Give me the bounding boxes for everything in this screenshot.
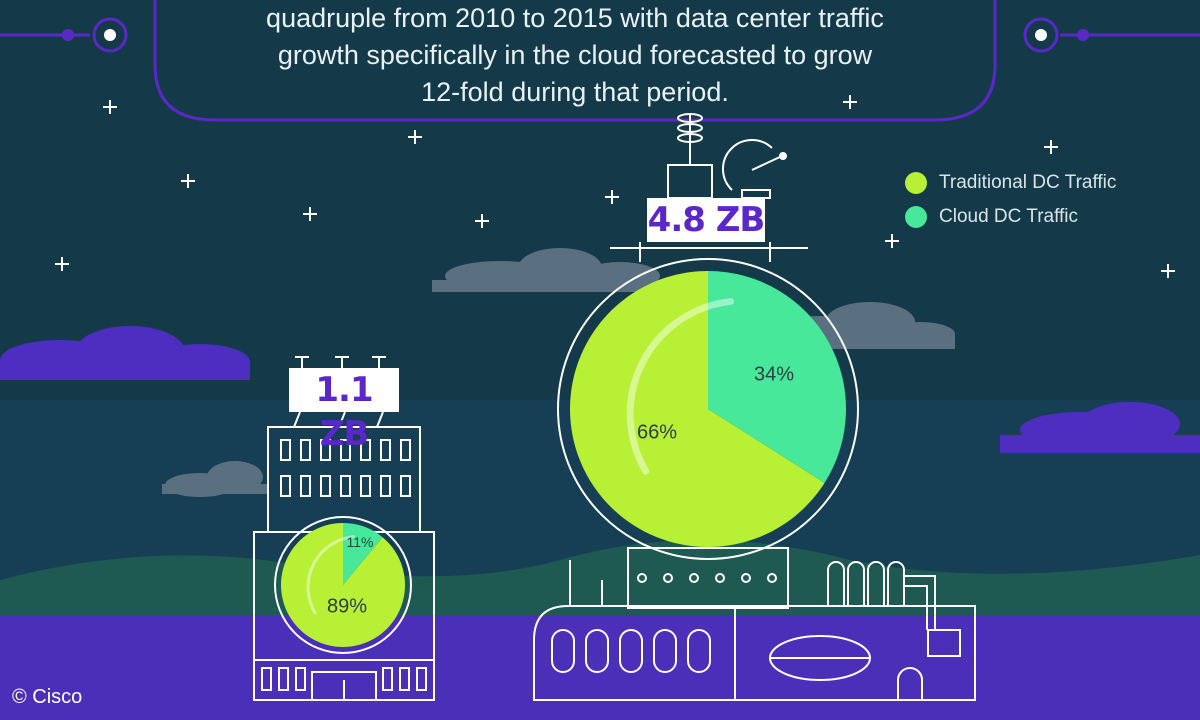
pie-chart-2015: [570, 271, 846, 548]
pie-chart-2010: [274, 516, 412, 654]
legend-item-traditional: Traditional DC Traffic: [905, 166, 1116, 200]
stars: [55, 95, 1175, 278]
pie-2010-cloud-label: 11%: [346, 534, 374, 550]
big-building: [533, 113, 976, 701]
cloud-right: [1000, 402, 1200, 453]
headline-line-2: growth specifically in the cloud forecas…: [277, 40, 873, 70]
legend-item-cloud: Cloud DC Traffic: [905, 200, 1116, 234]
pie-2010-traditional-label: 89%: [326, 595, 368, 618]
pie-2010-cloud-slice: [343, 523, 383, 585]
headline-line-1: quadruple from 2010 to 2015 with data ce…: [266, 3, 884, 33]
headline-line-3: 12-fold during that period.: [421, 77, 729, 107]
pie-2015-cloud-label: 34%: [753, 363, 795, 386]
headline-connectors: [62, 29, 1089, 41]
pie-2015-glass-highlight: [626, 298, 735, 475]
pie-2010-glass-highlight: [306, 535, 355, 615]
pie-2015-traditional-slice: [570, 271, 825, 548]
chart-legend: Traditional DC Traffic Cloud DC Traffic: [905, 166, 1116, 234]
pie-2015-cloud-slice: [708, 271, 846, 483]
legend-swatch-traditional: [905, 172, 927, 194]
legend-swatch-cloud: [905, 206, 927, 228]
cloud-left: [0, 326, 250, 380]
pie-2015-traditional-label: 66%: [636, 421, 678, 444]
copyright-credit: © Cisco: [12, 686, 83, 708]
cloud-mid-left: [162, 461, 267, 497]
ground-band: [0, 615, 1200, 720]
total-sign-2010: 1.1 ZB: [289, 368, 399, 454]
legend-label-traditional: Traditional DC Traffic: [939, 172, 1117, 193]
headline-text: quadruple from 2010 to 2015 with data ce…: [160, 0, 990, 111]
pie-2010-traditional-slice: [281, 523, 406, 647]
legend-label-cloud: Cloud DC Traffic: [939, 206, 1079, 227]
cloud-center: [432, 248, 662, 292]
total-sign-2015: 4.8 ZB: [647, 198, 765, 242]
